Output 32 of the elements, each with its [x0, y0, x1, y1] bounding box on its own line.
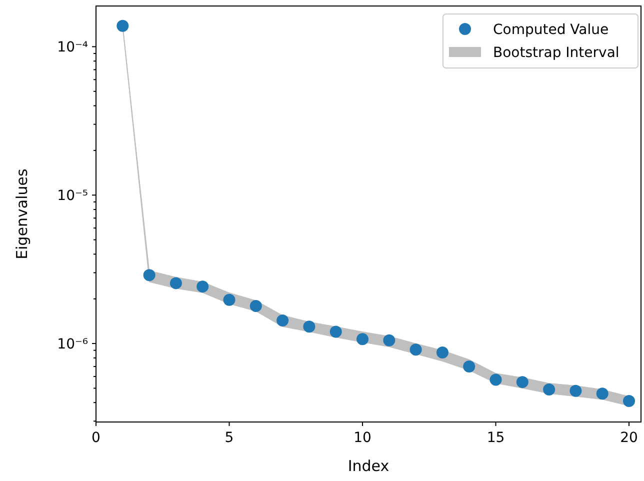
point: [143, 269, 156, 282]
point: [383, 334, 396, 346]
point: [623, 395, 636, 407]
point: [463, 360, 476, 373]
point: [543, 384, 556, 396]
point: [516, 376, 528, 388]
legend-label: Computed Value: [493, 22, 609, 38]
point: [276, 314, 289, 326]
point: [250, 300, 262, 312]
point: [330, 326, 342, 338]
point: [596, 388, 608, 400]
point: [196, 280, 209, 293]
y-tick-label: 10⁻⁴: [57, 40, 88, 56]
point: [223, 294, 236, 306]
point: [116, 20, 129, 32]
legend-label: Bootstrap Interval: [493, 44, 620, 61]
point: [170, 277, 182, 290]
y-tick-label: 10⁻⁶: [57, 336, 88, 352]
point: [490, 374, 502, 386]
x-tick-label: 20: [620, 430, 638, 446]
x-axis-title: Index: [348, 457, 390, 475]
x-tick-label: 5: [224, 430, 234, 446]
point: [303, 320, 316, 333]
x-tick-label: 0: [92, 430, 100, 446]
x-tick-label: 10: [354, 430, 372, 446]
point: [356, 333, 369, 346]
point: [410, 344, 422, 356]
y-axis-title: Eigenvalues: [13, 168, 31, 260]
y-tick-label: 10⁻⁵: [57, 188, 88, 204]
x-tick-label: 15: [486, 430, 505, 446]
point: [436, 346, 448, 359]
point: [570, 384, 582, 397]
